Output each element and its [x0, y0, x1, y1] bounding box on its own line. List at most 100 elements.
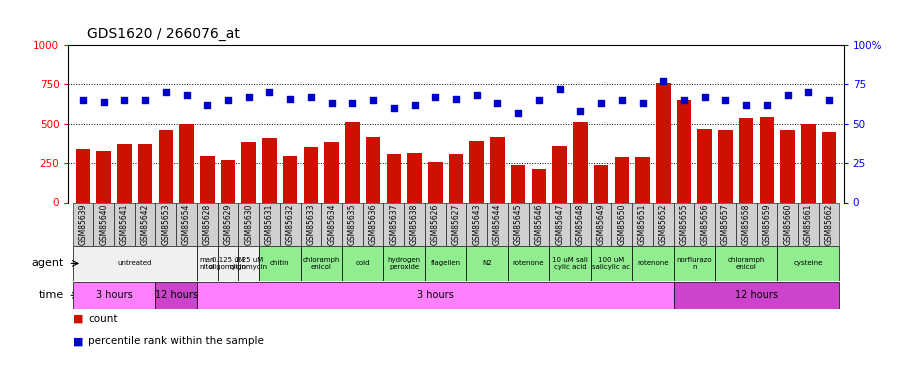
Bar: [138, 144, 152, 202]
Bar: [425, 202, 445, 246]
Bar: [552, 146, 567, 202]
Bar: [593, 165, 608, 202]
Text: GSM85631: GSM85631: [265, 203, 273, 245]
Text: GSM85626: GSM85626: [430, 203, 439, 245]
Bar: [383, 202, 404, 246]
Bar: [197, 282, 673, 309]
Bar: [590, 246, 631, 280]
Point: [427, 94, 442, 100]
Text: man
nitol: man nitol: [200, 257, 215, 270]
Bar: [717, 130, 732, 203]
Bar: [117, 144, 131, 202]
Text: time: time: [38, 290, 64, 300]
Bar: [756, 202, 776, 246]
Bar: [448, 154, 463, 203]
Text: GSM85651: GSM85651: [638, 203, 646, 245]
Text: GSM85637: GSM85637: [389, 203, 398, 245]
Point: [241, 94, 256, 100]
Text: cysteine: cysteine: [793, 260, 822, 266]
Point: [386, 105, 401, 111]
Bar: [218, 202, 238, 246]
Text: GSM85658: GSM85658: [741, 203, 750, 245]
Bar: [738, 118, 752, 202]
Text: chitin: chitin: [270, 260, 290, 266]
Bar: [135, 202, 155, 246]
Point: [676, 97, 691, 103]
Point: [303, 94, 318, 100]
Bar: [507, 202, 528, 246]
Text: rotenone: rotenone: [637, 260, 668, 266]
Point: [780, 92, 794, 98]
Text: GSM85627: GSM85627: [451, 203, 460, 245]
Text: GSM85655: GSM85655: [679, 203, 688, 245]
Text: flagellen: flagellen: [430, 260, 460, 266]
Text: GSM85652: GSM85652: [658, 203, 667, 245]
Text: N2: N2: [482, 260, 491, 266]
Bar: [548, 202, 569, 246]
Text: chloramph
enicol: chloramph enicol: [727, 257, 764, 270]
Bar: [259, 246, 301, 280]
Point: [593, 100, 608, 106]
Bar: [572, 122, 587, 202]
Bar: [510, 165, 525, 202]
Point: [365, 97, 380, 103]
Bar: [114, 202, 135, 246]
Bar: [569, 202, 590, 246]
Bar: [610, 202, 631, 246]
Point: [531, 97, 546, 103]
Point: [324, 100, 339, 106]
Text: GDS1620 / 266076_at: GDS1620 / 266076_at: [87, 27, 240, 41]
Bar: [324, 142, 339, 202]
Point: [552, 86, 567, 92]
Bar: [262, 138, 276, 202]
Point: [117, 97, 131, 103]
Text: GSM85649: GSM85649: [596, 203, 605, 245]
Point: [697, 94, 711, 100]
Bar: [735, 202, 756, 246]
Bar: [490, 137, 504, 202]
Bar: [404, 202, 425, 246]
Text: GSM85657: GSM85657: [721, 203, 729, 245]
Text: GSM85653: GSM85653: [161, 203, 170, 245]
Bar: [673, 282, 838, 309]
Text: ■: ■: [73, 314, 84, 324]
Bar: [676, 100, 691, 202]
Point: [800, 89, 814, 95]
Text: 10 uM sali
cylic acid: 10 uM sali cylic acid: [551, 257, 588, 270]
Text: hydrogen
peroxide: hydrogen peroxide: [387, 257, 420, 270]
Text: GSM85632: GSM85632: [285, 203, 294, 245]
Text: GSM85630: GSM85630: [244, 203, 253, 245]
Point: [614, 97, 629, 103]
Point: [179, 92, 194, 98]
Text: GSM85635: GSM85635: [347, 203, 356, 245]
Bar: [486, 202, 507, 246]
Bar: [780, 130, 794, 203]
Text: GSM85628: GSM85628: [202, 203, 211, 245]
Text: GSM85633: GSM85633: [306, 203, 315, 245]
Bar: [342, 202, 363, 246]
Point: [344, 100, 359, 106]
Point: [138, 97, 152, 103]
Point: [448, 96, 463, 102]
Text: 3 hours: 3 hours: [416, 290, 453, 300]
Point: [261, 89, 276, 95]
Point: [97, 99, 111, 105]
Text: 12 hours: 12 hours: [155, 290, 198, 300]
Text: norflurazo
n: norflurazo n: [676, 257, 711, 270]
Bar: [697, 129, 711, 203]
Text: GSM85640: GSM85640: [99, 203, 108, 245]
Text: GSM85648: GSM85648: [575, 203, 584, 245]
Bar: [776, 202, 797, 246]
Text: GSM85634: GSM85634: [327, 203, 336, 245]
Text: ■: ■: [73, 336, 84, 346]
Point: [159, 89, 173, 95]
Text: percentile rank within the sample: percentile rank within the sample: [88, 336, 264, 346]
Bar: [614, 157, 629, 203]
Text: 12 hours: 12 hours: [734, 290, 777, 300]
Text: 1.25 uM
oligomycin: 1.25 uM oligomycin: [230, 257, 268, 270]
Bar: [280, 202, 301, 246]
Bar: [445, 202, 466, 246]
Bar: [528, 202, 548, 246]
Point: [510, 110, 525, 116]
Bar: [241, 142, 256, 202]
